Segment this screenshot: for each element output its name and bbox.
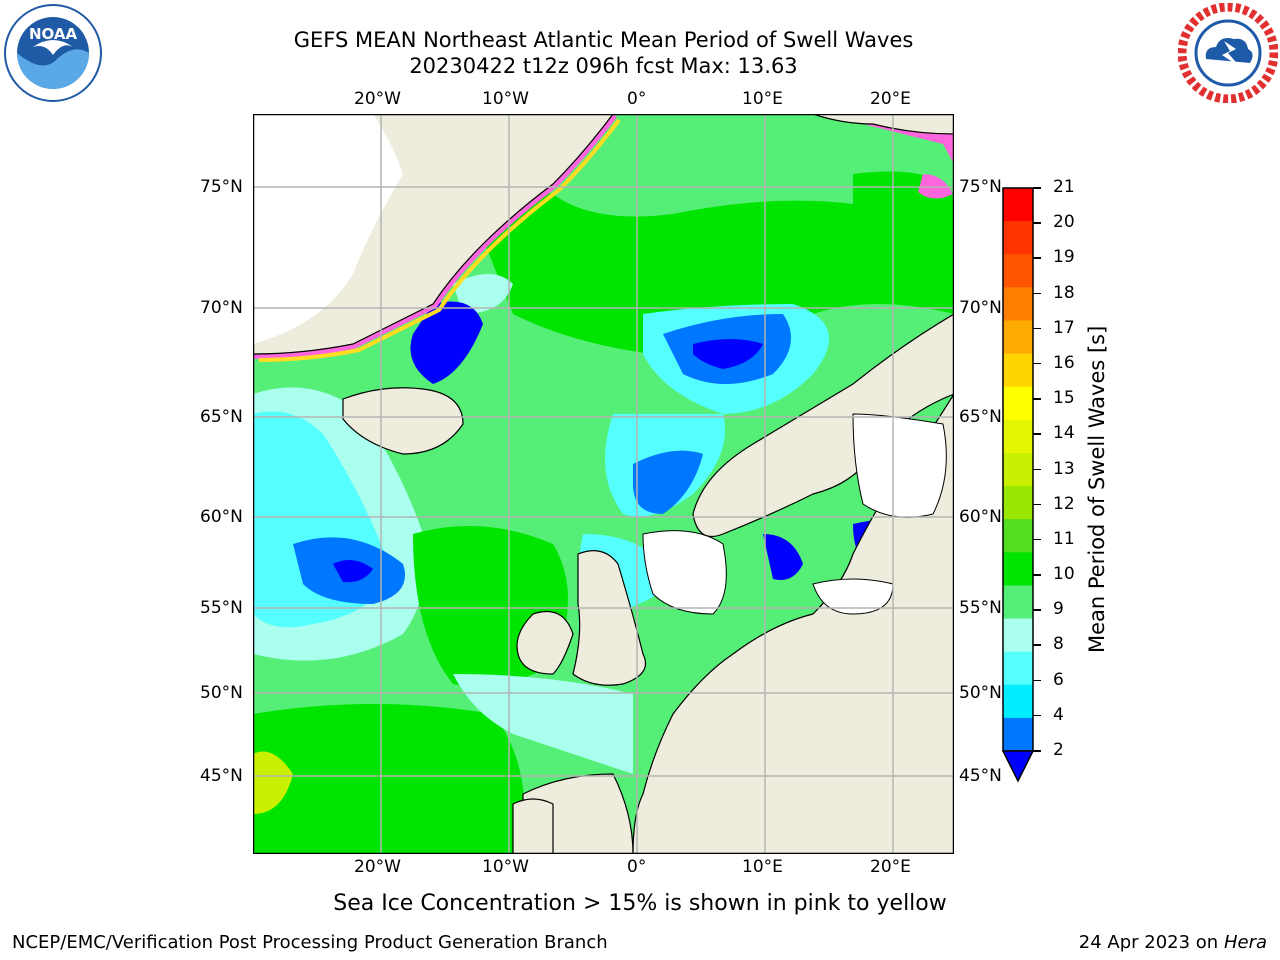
colorbar-tick xyxy=(1033,574,1041,576)
colorbar-segment xyxy=(1003,221,1033,255)
colorbar-tick xyxy=(1033,433,1041,435)
lat-tick-left: 60°N xyxy=(200,507,243,527)
colorbar-label: 10 xyxy=(1053,564,1075,585)
colorbar-tick xyxy=(1033,714,1041,717)
colorbar-label: 11 xyxy=(1053,528,1075,549)
chart-title: GEFS MEAN Northeast Atlantic Mean Period… xyxy=(293,28,914,52)
colorbar-tick xyxy=(1033,679,1041,682)
colorbar-title: Mean Period of Swell Waves [s] xyxy=(1085,325,1109,653)
colorbar-segment xyxy=(1003,254,1033,288)
colorbar-segment xyxy=(1003,717,1033,752)
colorbar-tick xyxy=(1033,327,1041,330)
lat-tick-right: 55°N xyxy=(959,598,1002,618)
footer-host: Hera xyxy=(1223,932,1267,953)
lat-tick-left: 75°N xyxy=(200,177,243,197)
colorbar-segment xyxy=(1003,618,1033,653)
colorbar-segment xyxy=(1003,651,1033,686)
colorbar-segment xyxy=(1003,519,1033,553)
footer-credit: NCEP/EMC/Verification Post Processing Pr… xyxy=(12,932,608,953)
footer-date-text: 24 Apr 2023 on xyxy=(1078,932,1224,953)
colorbar-tick xyxy=(1033,257,1041,259)
lon-tick-top: 20°W xyxy=(354,89,401,109)
colorbar-segment xyxy=(1003,386,1033,421)
colorbar-label: 13 xyxy=(1053,458,1075,479)
noaa-logo-text: NOAA xyxy=(29,25,78,43)
lat-tick-left: 55°N xyxy=(200,598,243,618)
lon-tick-bottom: 20°E xyxy=(870,857,911,877)
lat-tick-right: 60°N xyxy=(959,507,1002,527)
swell-period-map xyxy=(253,114,954,854)
colorbar-label: 14 xyxy=(1053,423,1075,444)
footer-date: 24 Apr 2023 on Hera xyxy=(1079,932,1267,953)
colorbar-segment xyxy=(1003,552,1033,586)
lat-tick-left: 65°N xyxy=(200,407,243,427)
colorbar-tick xyxy=(1033,503,1041,506)
colorbar-label: 8 xyxy=(1053,634,1064,655)
colorbar-segment xyxy=(1003,287,1033,321)
colorbar-label: 2 xyxy=(1053,740,1064,760)
colorbar-segments xyxy=(1003,188,1033,752)
colorbar-label: 15 xyxy=(1053,388,1075,409)
lon-tick-bottom: 20°W xyxy=(354,857,401,877)
graticule xyxy=(253,114,954,854)
lon-tick-top: 10°W xyxy=(482,89,529,109)
colorbar-tick xyxy=(1033,362,1041,365)
lat-tick-left: 50°N xyxy=(200,683,243,703)
colorbar-segment xyxy=(1003,486,1033,520)
colorbar-tick xyxy=(1033,292,1041,295)
lon-tick-bottom: 10°W xyxy=(482,857,529,877)
colorbar-tick xyxy=(1033,609,1041,611)
colorbar-segment xyxy=(1003,585,1033,620)
chart-subtitle: 20230422 t12z 096h fcst Max: 13.63 xyxy=(409,54,798,78)
colorbar-label: 4 xyxy=(1053,704,1064,725)
lon-tick-top: 20°E xyxy=(870,89,911,109)
colorbar-segment xyxy=(1003,320,1033,355)
colorbar-label: 19 xyxy=(1053,247,1075,268)
colorbar-tick xyxy=(1033,644,1041,646)
colorbar-segment xyxy=(1003,684,1033,719)
lat-tick-left: 45°N xyxy=(200,766,243,786)
colorbar-label: 12 xyxy=(1053,493,1075,514)
colorbar-label: 16 xyxy=(1053,352,1075,373)
colorbar-tick xyxy=(1033,398,1041,400)
lon-tick-top: 10°E xyxy=(742,89,783,109)
lon-tick-bottom: 10°E xyxy=(742,857,783,877)
land xyxy=(253,114,954,854)
colorbar-label: 20 xyxy=(1053,212,1075,233)
colorbar-label: 17 xyxy=(1053,317,1075,338)
lat-tick-right: 45°N xyxy=(959,766,1002,786)
colorbar-tick xyxy=(1033,222,1041,224)
colorbar-label: 9 xyxy=(1053,599,1064,620)
nws-logo xyxy=(1178,3,1278,103)
colorbar-tick xyxy=(1033,538,1041,541)
colorbar-extend-arrow xyxy=(1001,750,1035,783)
colorbar-tick xyxy=(1033,468,1041,470)
sea-ice-note: Sea Ice Concentration > 15% is shown in … xyxy=(333,891,947,916)
colorbar-label: 6 xyxy=(1053,669,1064,690)
colorbar-segment xyxy=(1003,419,1033,454)
lat-tick-right: 70°N xyxy=(959,298,1002,318)
lat-tick-right: 50°N xyxy=(959,683,1002,703)
noaa-logo: NOAA xyxy=(4,4,102,102)
colorbar-label: 18 xyxy=(1053,282,1075,303)
colorbar-segment xyxy=(1003,353,1033,388)
colorbar-segment xyxy=(1003,452,1033,487)
colorbar-label: 21 xyxy=(1053,177,1075,197)
lat-tick-left: 70°N xyxy=(200,298,243,318)
lat-tick-right: 75°N xyxy=(959,177,1002,197)
lat-tick-right: 65°N xyxy=(959,407,1002,427)
map-frame xyxy=(253,114,954,854)
colorbar xyxy=(1001,187,1035,783)
colorbar-segment xyxy=(1003,188,1033,222)
lon-tick-top: 0° xyxy=(627,89,647,109)
lon-tick-bottom: 0° xyxy=(627,857,647,877)
colorbar-tick xyxy=(1033,750,1041,752)
colorbar-tick xyxy=(1033,187,1041,189)
